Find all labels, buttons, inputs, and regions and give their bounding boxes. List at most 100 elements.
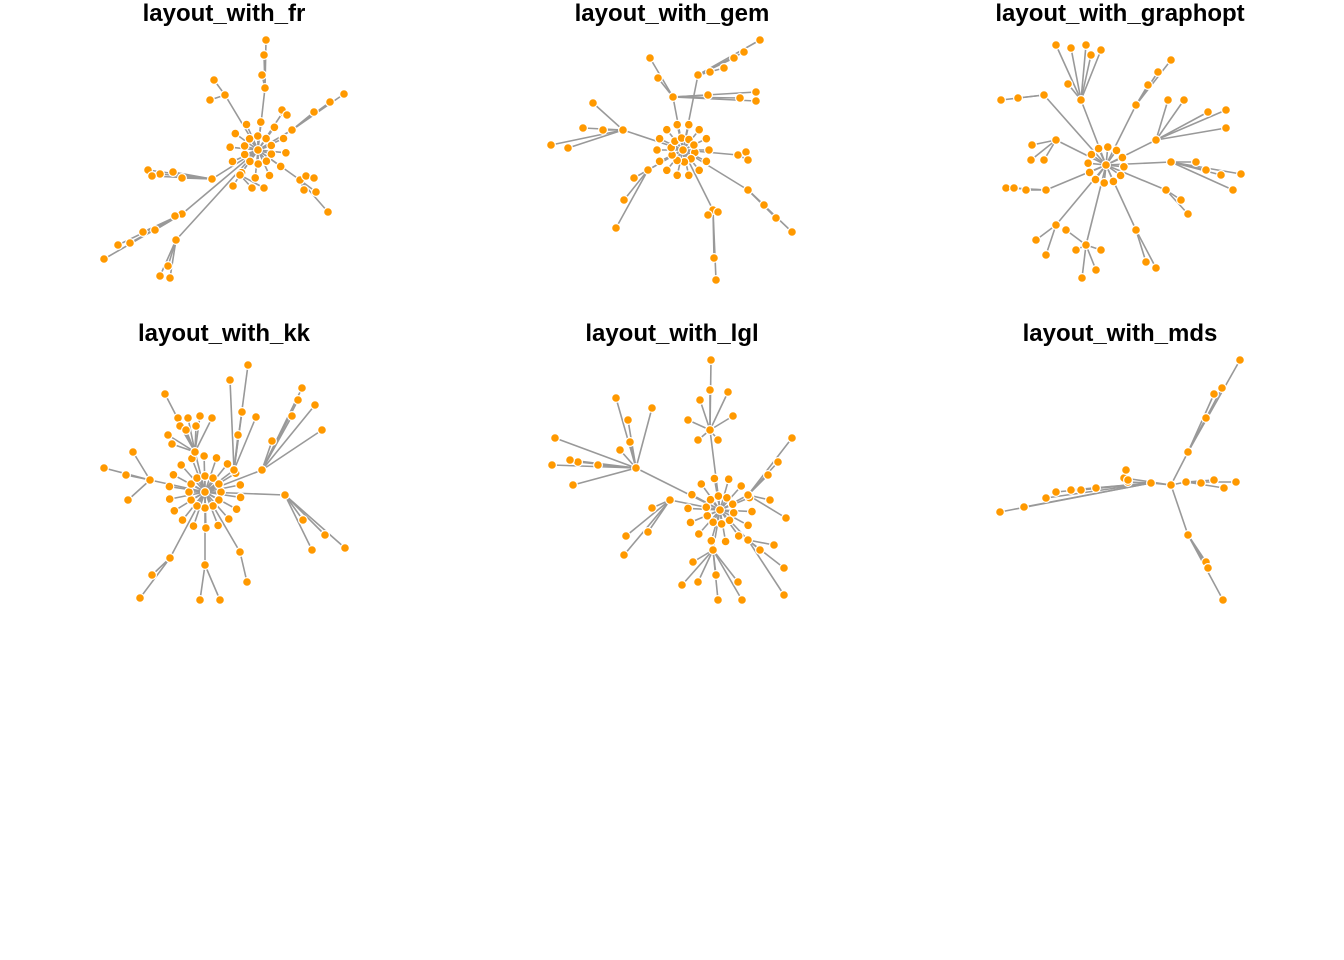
graph-node (723, 474, 734, 485)
panel-title: layout_with_kk (137, 320, 311, 347)
graph-node (1161, 185, 1172, 196)
graph-node (168, 167, 179, 178)
graph-node (1093, 143, 1104, 154)
graph-node (1209, 475, 1220, 486)
graph-node (695, 394, 706, 405)
graph-node (259, 49, 270, 60)
graph-edge (1170, 451, 1189, 486)
graph-node (293, 394, 304, 405)
graph-node (719, 62, 730, 73)
graph-node (706, 535, 717, 546)
panel-title: layout_with_graphopt (995, 0, 1245, 27)
graph-node (1076, 485, 1087, 496)
graph-node (743, 490, 754, 501)
graph-node (743, 155, 754, 166)
network-graph (98, 34, 350, 284)
graph-node (654, 156, 665, 167)
graph-node (239, 140, 250, 151)
graph-node (593, 460, 604, 471)
graph-edge (284, 494, 313, 551)
graph-node (209, 74, 220, 85)
graph-node (629, 173, 640, 184)
graph-node (549, 432, 560, 443)
network-graph (98, 359, 351, 606)
graph-node (150, 225, 161, 236)
graph-node (1066, 485, 1077, 496)
graph-node (1008, 183, 1019, 194)
graph-node (309, 173, 320, 184)
graph-node (1051, 39, 1062, 50)
graph-node (1121, 465, 1132, 476)
panel-title: layout_with_lgl (585, 320, 759, 347)
graph-node (155, 271, 166, 282)
graph-node (672, 170, 683, 181)
graph-node (112, 240, 123, 251)
graph-node (619, 195, 630, 206)
graph-node (694, 124, 705, 135)
graph-node (325, 96, 336, 107)
graph-node (192, 473, 203, 484)
graph-node (711, 275, 722, 286)
graph-node (1191, 157, 1202, 168)
graph-node (1151, 263, 1162, 274)
graph-node (683, 503, 694, 514)
graph-node (167, 438, 178, 449)
graph-node (233, 429, 244, 440)
graph-node (200, 560, 211, 571)
graph-node (578, 122, 589, 133)
network-graph (995, 39, 1247, 284)
graph-node (235, 547, 246, 558)
graph-node (1221, 122, 1232, 133)
graph-node (287, 410, 298, 421)
graph-node (1051, 220, 1062, 231)
graph-node (683, 170, 694, 181)
graph-node (611, 223, 622, 234)
graph-edge (284, 494, 304, 521)
graph-node (1179, 94, 1190, 105)
graph-edge (1135, 229, 1147, 263)
graph-node (755, 545, 766, 556)
graph-node (623, 414, 634, 425)
graph-node (709, 473, 720, 484)
graph-node (1166, 480, 1177, 491)
graph-node (1027, 140, 1038, 151)
graph-edge (635, 407, 653, 469)
graph-edge (699, 399, 711, 431)
graph-node (259, 183, 270, 194)
graph-node (661, 124, 672, 135)
graph-node (677, 580, 688, 591)
graph-node (686, 489, 697, 500)
graph-edge (747, 437, 793, 496)
graph-node (773, 457, 784, 468)
graph-edge (257, 111, 284, 151)
graph-node (213, 495, 224, 506)
graph-node (323, 207, 334, 218)
graph-node (1066, 42, 1077, 53)
graph-edge (712, 549, 743, 601)
graph-node (672, 119, 683, 130)
graph-edge (169, 239, 177, 279)
graph-node (243, 359, 254, 370)
graph-node (1083, 158, 1094, 169)
graph-node (147, 171, 158, 182)
graph-node (619, 550, 630, 561)
graph-edge (1105, 161, 1172, 166)
graph-node (736, 481, 747, 492)
graph-node (779, 590, 790, 601)
panel-gem: layout_with_gem (448, 0, 896, 320)
graph-node (995, 94, 1006, 105)
graph-edge (1135, 229, 1157, 269)
graph-edge (747, 189, 793, 233)
graph-node (1041, 250, 1052, 261)
panel-lgl: layout_with_lgl (448, 320, 896, 640)
graph-edge (1105, 104, 1137, 166)
graph-node (309, 106, 320, 117)
panel-title: layout_with_mds (1022, 320, 1218, 347)
graph-node (163, 429, 174, 440)
graph-node (1041, 185, 1052, 196)
graph-edge (1045, 164, 1107, 191)
graph-node (1217, 382, 1228, 393)
graph-node (122, 495, 133, 506)
graph-node (728, 410, 739, 421)
graph-edge (194, 417, 213, 453)
